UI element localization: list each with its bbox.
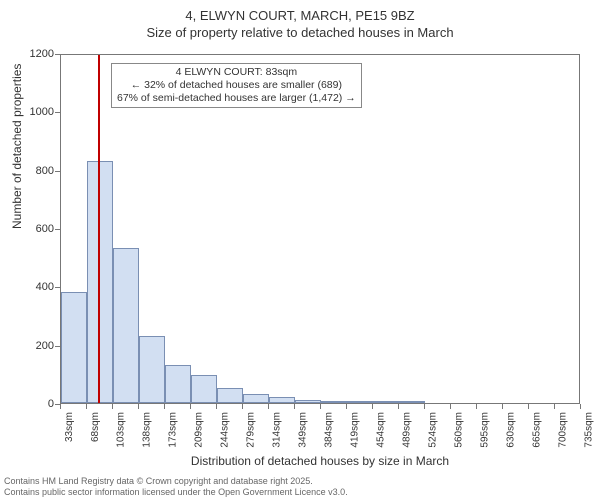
x-tick-mark [190,404,191,409]
histogram-bar [61,292,87,403]
x-tick-mark [424,404,425,409]
x-tick-mark [580,404,581,409]
x-tick-label: 33sqm [64,412,75,442]
y-tick-label: 1000 [30,106,54,118]
footer-attribution: Contains HM Land Registry data © Crown c… [4,476,348,498]
histogram-bar [139,336,165,403]
x-axis: 33sqm 68sqm 103sqm 138sqm 173sqm 209sqm 244sqm… [60,404,580,454]
x-tick-mark [216,404,217,409]
x-tick-label: 560sqm [454,412,465,448]
x-tick-mark [112,404,113,409]
x-tick-label: 68sqm [90,412,101,442]
x-tick-label: 279sqm [246,412,257,448]
histogram-bar [165,365,191,403]
y-tick-label: 800 [36,165,54,177]
x-tick-mark [554,404,555,409]
property-marker-line [98,55,100,403]
histogram-bar [113,248,139,403]
x-tick-label: 665sqm [532,412,543,448]
x-tick-mark [346,404,347,409]
x-tick-mark [86,404,87,409]
x-tick-mark [502,404,503,409]
x-tick-label: 630sqm [506,412,517,448]
histogram-bar [191,375,217,403]
x-tick-mark [398,404,399,409]
y-tick-label: 400 [36,281,54,293]
x-tick-label: 700sqm [558,412,569,448]
x-tick-mark [268,404,269,409]
x-tick-label: 419sqm [350,412,361,448]
chart-title-main: 4, ELWYN COURT, MARCH, PE15 9BZ [0,0,600,23]
x-tick-mark [450,404,451,409]
x-tick-label: 244sqm [220,412,231,448]
y-tick-label: 0 [48,398,54,410]
x-tick-mark [60,404,61,409]
x-tick-label: 314sqm [272,412,283,448]
y-axis: 020040060080010001200 [0,54,60,404]
x-tick-label: 454sqm [376,412,387,448]
x-tick-mark [242,404,243,409]
chart-title-sub: Size of property relative to detached ho… [0,23,600,40]
x-tick-label: 384sqm [324,412,335,448]
annotation-line3: 67% of semi-detached houses are larger (… [117,92,356,105]
x-axis-label: Distribution of detached houses by size … [60,454,580,468]
y-tick-label: 600 [36,223,54,235]
y-tick-label: 200 [36,340,54,352]
annotation-line2: ← 32% of detached houses are smaller (68… [117,79,356,92]
x-tick-mark [320,404,321,409]
histogram-bar [269,397,295,403]
histogram-bar [217,388,243,403]
histogram-bar [347,401,373,403]
histogram-bar [321,401,347,403]
x-tick-mark [476,404,477,409]
x-tick-mark [138,404,139,409]
x-tick-mark [164,404,165,409]
x-tick-mark [294,404,295,409]
x-tick-label: 173sqm [168,412,179,448]
footer-line2: Contains public sector information licen… [4,487,348,498]
x-tick-label: 735sqm [584,412,595,448]
annotation-line1: 4 ELWYN COURT: 83sqm [117,66,356,79]
y-tick-label: 1200 [30,48,54,60]
x-tick-label: 349sqm [298,412,309,448]
chart-plot-area: 4 ELWYN COURT: 83sqm ← 32% of detached h… [60,54,580,404]
annotation-box: 4 ELWYN COURT: 83sqm ← 32% of detached h… [111,63,362,108]
x-tick-label: 209sqm [194,412,205,448]
x-tick-label: 489sqm [402,412,413,448]
x-tick-label: 103sqm [116,412,127,448]
histogram-bar [399,401,425,403]
histogram-bar [243,394,269,403]
x-tick-label: 595sqm [480,412,491,448]
x-tick-mark [528,404,529,409]
x-tick-mark [372,404,373,409]
histogram-bar [295,400,321,404]
footer-line1: Contains HM Land Registry data © Crown c… [4,476,348,487]
x-tick-label: 524sqm [428,412,439,448]
x-tick-label: 138sqm [142,412,153,448]
histogram-bar [373,401,399,403]
